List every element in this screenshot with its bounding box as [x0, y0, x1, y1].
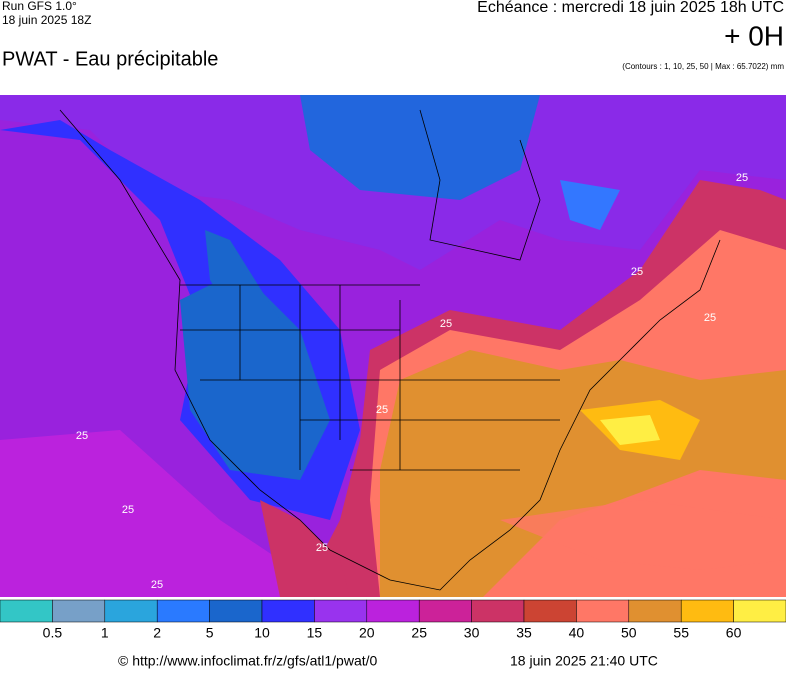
- legend-label: 40: [569, 625, 585, 641]
- legend-label: 20: [359, 625, 375, 641]
- legend-swatch: [104, 599, 158, 623]
- legend-swatch: [680, 599, 734, 623]
- contour-label: 25: [122, 504, 134, 516]
- legend-swatch: [156, 599, 210, 623]
- legend-swatch: [52, 599, 106, 623]
- legend-label: 2: [153, 625, 161, 641]
- legend-swatch: [209, 599, 263, 623]
- legend-label: 55: [673, 625, 689, 641]
- legend-swatch: [0, 599, 53, 623]
- legend-label: 10: [254, 625, 270, 641]
- legend-swatch: [314, 599, 368, 623]
- legend-label: 15: [307, 625, 323, 641]
- legend-label: 25: [411, 625, 427, 641]
- contour-label: 25: [736, 172, 748, 184]
- title: PWAT - Eau précipitable: [2, 48, 218, 70]
- timestamp: 18 juin 2025 21:40 UTC: [510, 653, 658, 669]
- contour-label: 25: [704, 312, 716, 324]
- legend-swatch: [523, 599, 577, 623]
- legend-label: 35: [516, 625, 532, 641]
- legend-swatch: [628, 599, 682, 623]
- legend-label: 50: [621, 625, 637, 641]
- legend-label: 1: [101, 625, 109, 641]
- contour-label: 25: [151, 579, 163, 591]
- legend-swatch: [733, 599, 786, 623]
- legend-label: 60: [726, 625, 742, 641]
- lead-time: + 0H: [724, 20, 784, 51]
- legend-swatch: [366, 599, 420, 623]
- legend-swatch: [418, 599, 472, 623]
- contour-label: 25: [631, 266, 643, 278]
- legend-swatch: [471, 599, 525, 623]
- contour-label: 25: [76, 430, 88, 442]
- contour-label: 25: [440, 318, 452, 330]
- contours-note: (Contours : 1, 10, 25, 50 | Max : 65.702…: [622, 62, 784, 71]
- contour-labels: 25 25 25 25 25 25 25 25 25: [76, 172, 748, 591]
- legend-swatch: [576, 599, 630, 623]
- map: 25 25 25 25 25 25 25 25 25: [0, 95, 786, 597]
- contour-label: 25: [376, 404, 388, 416]
- contour-label: 25: [316, 542, 328, 554]
- legend-swatch: [261, 599, 315, 623]
- run-date: 18 juin 2025 18Z: [2, 13, 91, 27]
- source-url: © http://www.infoclimat.fr/z/gfs/atl1/pw…: [118, 653, 378, 669]
- color-legend: 0.5 1 2 5 10 15 20 25 30 35 40 50 55 60: [0, 599, 786, 641]
- legend-label: 5: [206, 625, 214, 641]
- legend-label: 0.5: [43, 625, 63, 641]
- run: Run GFS 1.0°: [2, 0, 77, 13]
- forecast: Echéance : mercredi 18 juin 2025 18h UTC: [477, 0, 784, 16]
- legend-label: 30: [464, 625, 480, 641]
